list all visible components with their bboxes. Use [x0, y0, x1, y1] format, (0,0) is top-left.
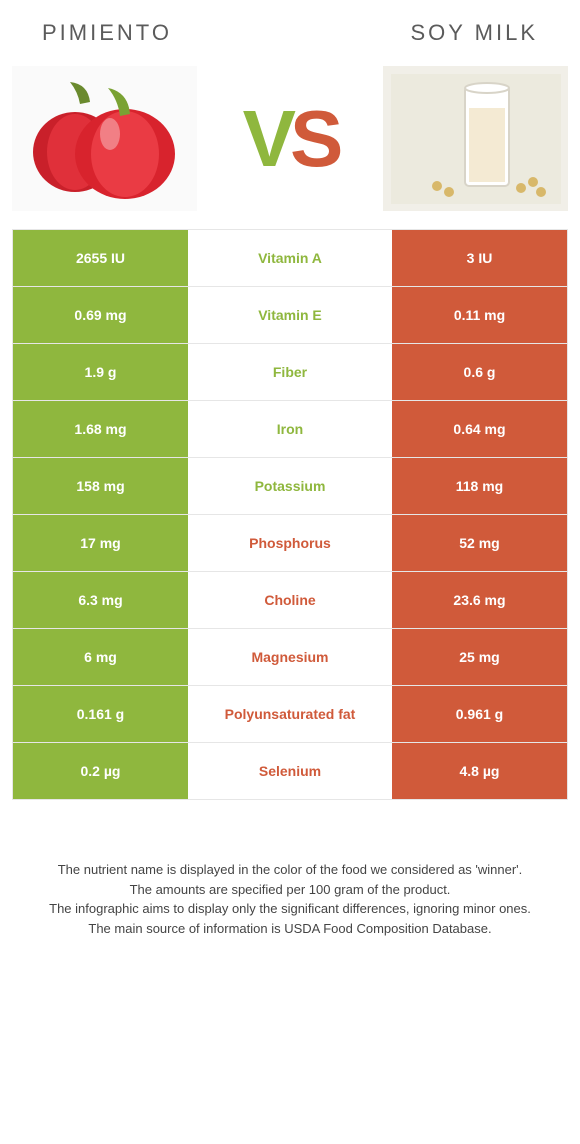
nutrient-name: Vitamin E — [188, 287, 392, 343]
nutrient-name: Potassium — [188, 458, 392, 514]
value-left: 6 mg — [13, 629, 188, 685]
soy-milk-icon — [391, 74, 561, 204]
hero-row: V S — [12, 66, 568, 211]
value-right: 52 mg — [392, 515, 567, 571]
nutrient-name: Selenium — [188, 743, 392, 799]
nutrient-name: Choline — [188, 572, 392, 628]
value-right: 25 mg — [392, 629, 567, 685]
value-right: 3 IU — [392, 230, 567, 286]
title-left: Pimiento — [42, 20, 172, 46]
table-row: 1.68 mgIron0.64 mg — [13, 401, 567, 458]
value-left: 0.161 g — [13, 686, 188, 742]
value-right: 0.64 mg — [392, 401, 567, 457]
food-image-right — [383, 66, 568, 211]
value-right: 0.961 g — [392, 686, 567, 742]
value-right: 0.11 mg — [392, 287, 567, 343]
value-left: 158 mg — [13, 458, 188, 514]
nutrient-name: Polyunsaturated fat — [188, 686, 392, 742]
value-right: 4.8 µg — [392, 743, 567, 799]
pimiento-icon — [20, 74, 190, 204]
footnote-line: The infographic aims to display only the… — [22, 899, 558, 919]
table-row: 0.2 µgSelenium4.8 µg — [13, 743, 567, 800]
nutrient-name: Phosphorus — [188, 515, 392, 571]
value-left: 1.68 mg — [13, 401, 188, 457]
title-right: Soy milk — [410, 20, 538, 46]
value-left: 6.3 mg — [13, 572, 188, 628]
vs-v: V — [243, 93, 290, 185]
value-right: 23.6 mg — [392, 572, 567, 628]
value-right: 0.6 g — [392, 344, 567, 400]
table-row: 6.3 mgCholine23.6 mg — [13, 572, 567, 629]
comparison-table: 2655 IUVitamin A3 IU0.69 mgVitamin E0.11… — [12, 229, 568, 800]
value-left: 0.69 mg — [13, 287, 188, 343]
footnote-line: The nutrient name is displayed in the co… — [22, 860, 558, 880]
value-left: 1.9 g — [13, 344, 188, 400]
vs-label: V S — [243, 93, 338, 185]
footnote-line: The main source of information is USDA F… — [22, 919, 558, 939]
table-row: 6 mgMagnesium25 mg — [13, 629, 567, 686]
food-image-left — [12, 66, 197, 211]
nutrient-name: Vitamin A — [188, 230, 392, 286]
table-row: 0.69 mgVitamin E0.11 mg — [13, 287, 567, 344]
table-row: 0.161 gPolyunsaturated fat0.961 g — [13, 686, 567, 743]
table-row: 2655 IUVitamin A3 IU — [13, 230, 567, 287]
nutrient-name: Magnesium — [188, 629, 392, 685]
value-left: 2655 IU — [13, 230, 188, 286]
table-row: 1.9 gFiber0.6 g — [13, 344, 567, 401]
vs-s: S — [290, 93, 337, 185]
table-row: 17 mgPhosphorus52 mg — [13, 515, 567, 572]
footnote: The nutrient name is displayed in the co… — [12, 860, 568, 938]
nutrient-name: Fiber — [188, 344, 392, 400]
title-row: Pimiento Soy milk — [12, 20, 568, 66]
value-left: 17 mg — [13, 515, 188, 571]
table-row: 158 mgPotassium118 mg — [13, 458, 567, 515]
value-left: 0.2 µg — [13, 743, 188, 799]
nutrient-name: Iron — [188, 401, 392, 457]
footnote-line: The amounts are specified per 100 gram o… — [22, 880, 558, 900]
value-right: 118 mg — [392, 458, 567, 514]
